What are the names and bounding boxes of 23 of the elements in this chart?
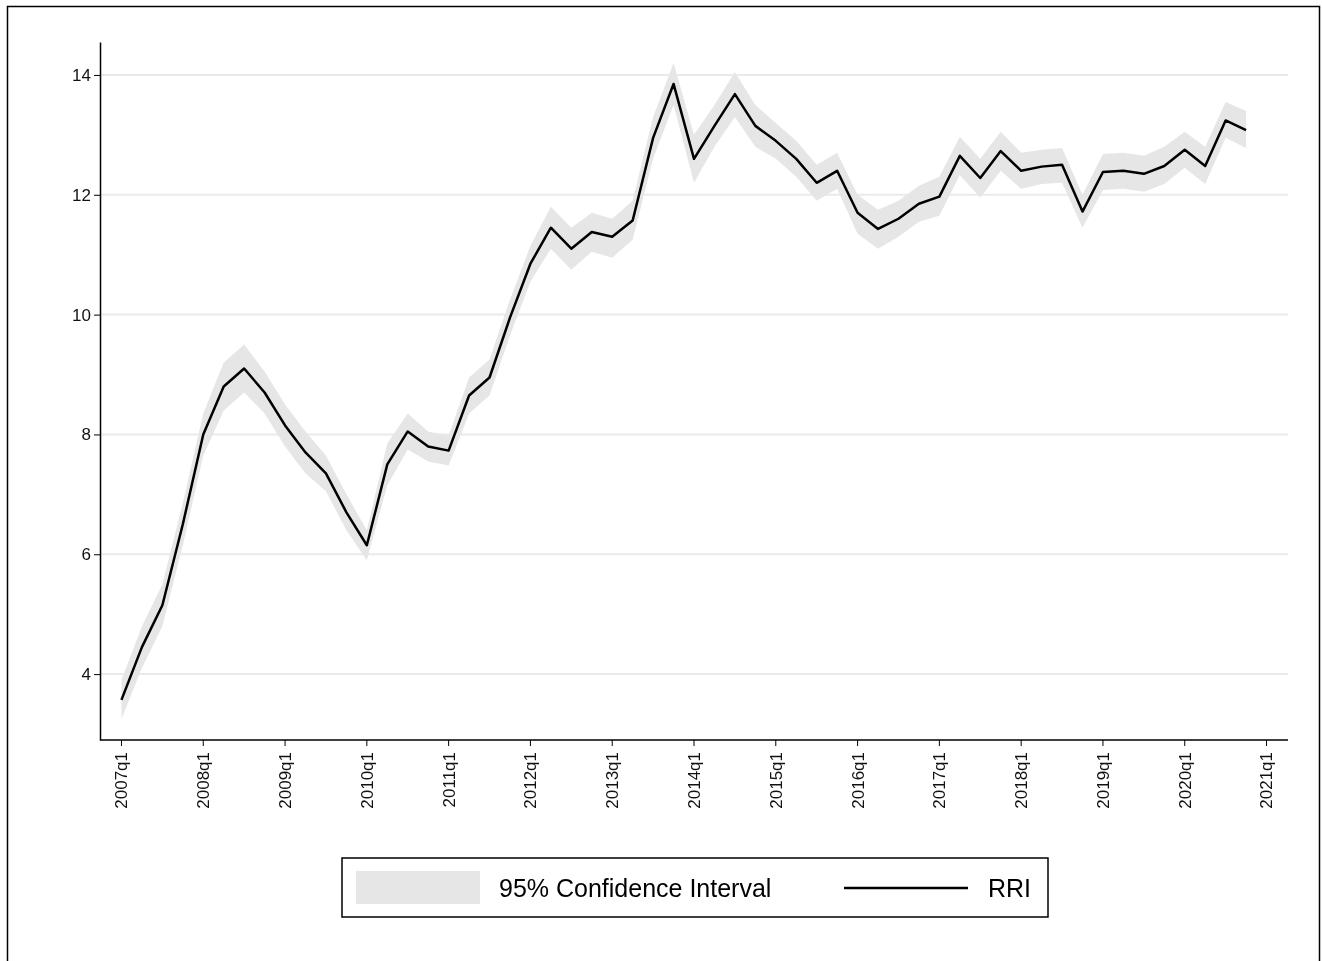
x-tick-label: 2009q1 — [276, 752, 295, 809]
x-tick-label: 2021q1 — [1257, 752, 1277, 809]
x-tick-label: 2008q1 — [194, 752, 214, 809]
x-tick-label: 2012q1 — [521, 752, 541, 809]
legend-label: RRI — [988, 873, 1032, 902]
x-tick-label: 2018q1 — [1012, 752, 1032, 809]
x-tick-label: 2013q1 — [603, 752, 623, 809]
x-tick-label: 2016q1 — [848, 752, 868, 809]
x-tick-label: 2020q1 — [1175, 752, 1195, 809]
x-tick-label: 2014q1 — [684, 752, 704, 809]
x-tick-label: 2011q1 — [439, 752, 459, 808]
x-tick-label: 2017q1 — [930, 752, 950, 809]
x-tick-label: 2007q1 — [112, 752, 132, 809]
text: 95% Confidence Interval — [499, 873, 772, 902]
x-tick-label: 2015q1 — [766, 752, 786, 809]
y-tick-label: 4 — [81, 665, 91, 685]
y-tick-label: 6 — [81, 545, 91, 565]
y-tick-label: 8 — [81, 425, 91, 445]
y-tick-label: 12 — [72, 185, 91, 205]
x-tick-label: 2019q1 — [1093, 752, 1113, 809]
y-tick-label: 10 — [72, 305, 91, 325]
y-tick-label: 14 — [72, 65, 91, 85]
x-tick-label: 2010q1 — [357, 752, 377, 809]
